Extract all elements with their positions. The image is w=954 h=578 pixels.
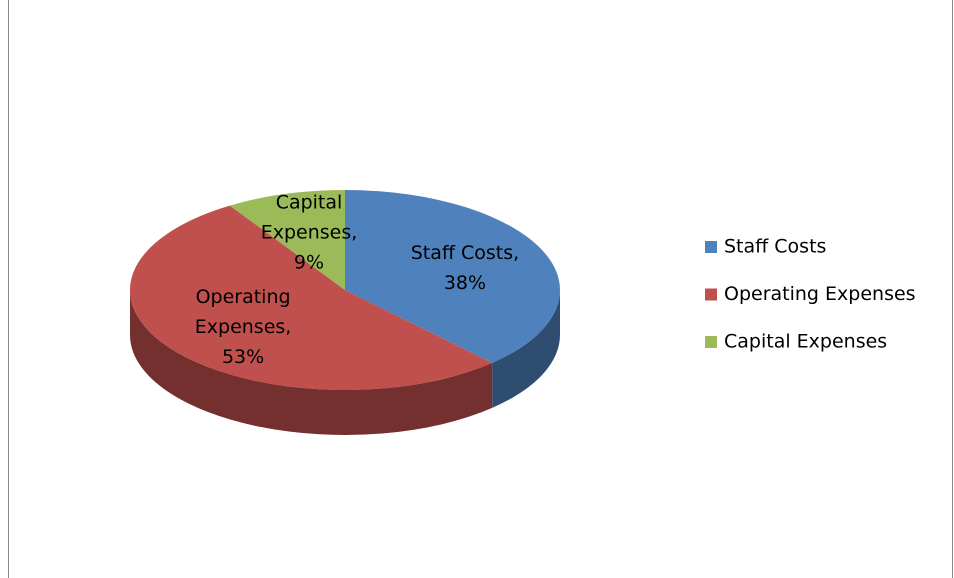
legend: Staff Costs Operating Expenses Capital Exp… — [705, 236, 916, 353]
legend-swatch — [705, 336, 717, 348]
legend-swatch — [705, 288, 717, 301]
slice — [229, 190, 345, 290]
pie: Staff Costs, 38% Operating Expenses, 53% Capi… — [129, 190, 560, 435]
slice — [345, 190, 560, 363]
legend-label: Operating Expenses — [724, 283, 916, 305]
data-label: Staff Costs, 38% — [411, 241, 519, 293]
slice-side — [492, 290, 560, 408]
slice-side — [130, 290, 493, 435]
legend-swatch — [705, 241, 717, 253]
slice — [129, 205, 493, 391]
legend-label: Staff Costs — [724, 236, 826, 258]
legend-label: Capital Expenses — [724, 331, 887, 353]
data-label: Operating Expenses, 53% — [195, 285, 292, 367]
data-label: Capital Expenses, 9% — [261, 191, 358, 273]
